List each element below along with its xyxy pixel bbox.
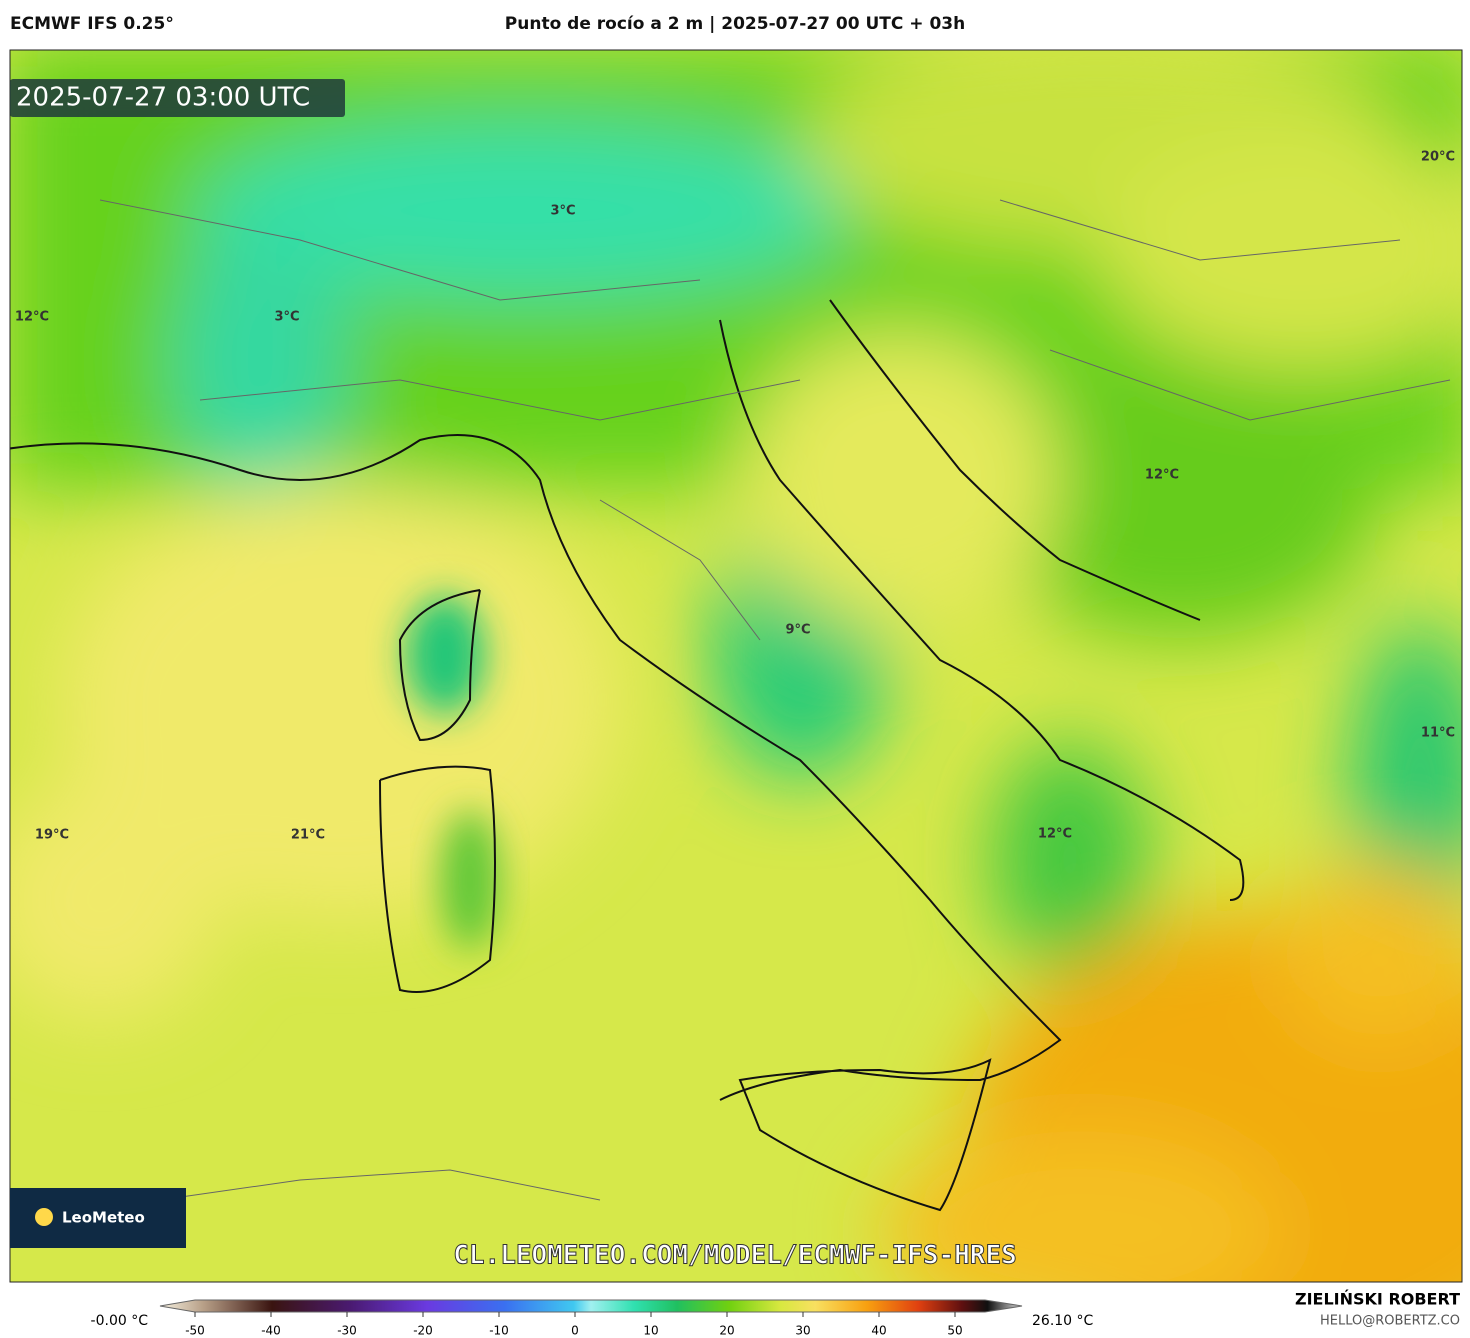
contour-label: 12°C <box>15 310 49 325</box>
model-name: ECMWF IFS 0.25° <box>10 14 174 34</box>
contour-label: 20°C <box>1421 150 1455 165</box>
watermark: CL.LEOMETEO.COM/MODEL/ECMWF-IFS-HRES <box>453 1241 1017 1271</box>
contour-label: 3°C <box>274 310 299 325</box>
map-field <box>10 50 1462 1282</box>
contour-label: 12°C <box>1145 468 1179 483</box>
colorbar-tick-label: 30 <box>795 1324 810 1338</box>
colorbar-tick-label: -20 <box>413 1324 433 1338</box>
colorbar-tick-label: 50 <box>947 1324 962 1338</box>
contour-label: 21°C <box>291 828 325 843</box>
map-title: Punto de rocío a 2 m | 2025-07-27 00 UTC… <box>504 14 966 34</box>
colorbar-tick-label: -10 <box>489 1324 509 1338</box>
logo: LeoMeteo <box>62 1209 145 1227</box>
colorbar-max: 26.10 °C <box>1032 1313 1094 1329</box>
colorbar-tick-label: 40 <box>871 1324 886 1338</box>
timestamp: 2025-07-27 03:00 UTC <box>16 83 310 113</box>
colorbar-tick-label: -30 <box>337 1324 357 1338</box>
contour-label: 19°C <box>35 828 69 843</box>
contour-label: 11°C <box>1421 726 1455 741</box>
colorbar-min: -0.00 °C <box>91 1313 149 1329</box>
credit-name: ZIELIŃSKI ROBERT <box>1295 1290 1460 1309</box>
contour-label: 12°C <box>1038 827 1072 842</box>
contour-label: 3°C <box>550 204 575 219</box>
colorbar-tick-label: 10 <box>643 1324 658 1338</box>
credit-email: HELLO@ROBERTZ.CO <box>1320 1314 1460 1329</box>
colorbar-tick-label: 0 <box>571 1324 579 1338</box>
colorbar-tick-label: -40 <box>261 1324 281 1338</box>
colorbar-tick-label: -50 <box>185 1324 205 1338</box>
colorbar-tick-label: 20 <box>719 1324 734 1338</box>
contour-label: 9°C <box>785 623 810 638</box>
